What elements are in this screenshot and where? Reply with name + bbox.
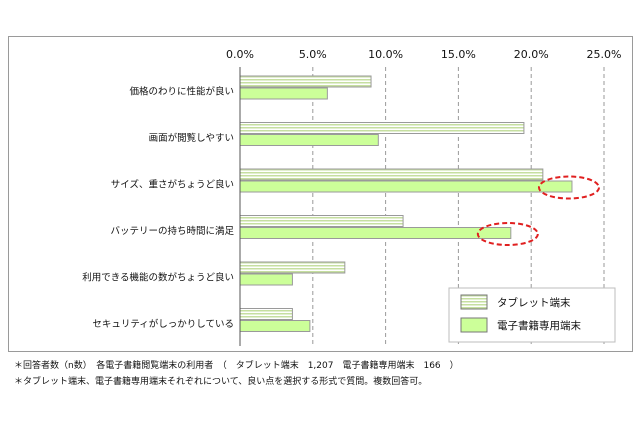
bar-ebook-reader — [239, 320, 311, 332]
legend-label: タブレット端末 — [497, 296, 571, 309]
category-label: 画面が閲覧しやすい — [149, 132, 234, 144]
x-tick-label: 25.0% — [587, 48, 622, 61]
bar-ebook-reader — [239, 180, 573, 193]
x-tick-label: 15.0% — [441, 48, 476, 61]
category-label: 利用できる機能の数がちょうど良い — [82, 271, 234, 283]
bar-tablet — [239, 261, 346, 274]
x-tick-label: 10.0% — [368, 48, 403, 61]
x-tick-label: 5.0% — [299, 48, 327, 61]
x-tick-label: 0.0% — [226, 48, 254, 61]
bar-tablet — [239, 75, 372, 88]
category-label: 価格のわりに性能が良い — [129, 85, 234, 97]
footnote-respondents: ＊回答者数（n数） 各電子書籍閲覧端末の利用者 （ タブレット端末 1,207 … — [14, 361, 459, 371]
category-label: バッテリーの持ち時間に満足 — [110, 225, 234, 237]
x-tick-label: 20.0% — [514, 48, 549, 61]
highlight-ellipse — [537, 175, 600, 200]
bar-chart: 0.0% 5.0% 10.0% 15.0% 20.0% 25.0% 価格のわりに性能が良い画… — [82, 48, 622, 346]
bar-tablet — [239, 168, 544, 181]
legend-swatch — [460, 294, 488, 310]
bar-ebook-reader — [239, 134, 379, 146]
bar-tablet — [239, 308, 293, 320]
category-label: セキュリティがしっかりしている — [92, 318, 234, 330]
bar-tablet — [239, 215, 404, 227]
chart-frame: 0.0% 5.0% 10.0% 15.0% 20.0% 25.0% 価格のわりに性能が良い画… — [8, 36, 633, 352]
bar-ebook-reader — [239, 273, 293, 286]
category-label: サイズ、重さがちょうど良い — [111, 178, 234, 190]
highlight-ellipse — [476, 222, 539, 246]
bar-ebook-reader — [239, 227, 512, 239]
legend-swatch — [460, 317, 488, 333]
bar-ebook-reader — [239, 87, 328, 100]
bar-tablet — [239, 122, 525, 134]
legend-label: 電子書籍専用端末 — [497, 319, 581, 332]
footnote-question-note: ＊タブレット端末、電子書籍専用端末それぞれについて、良い点を選択する形式で質問。… — [14, 377, 428, 387]
